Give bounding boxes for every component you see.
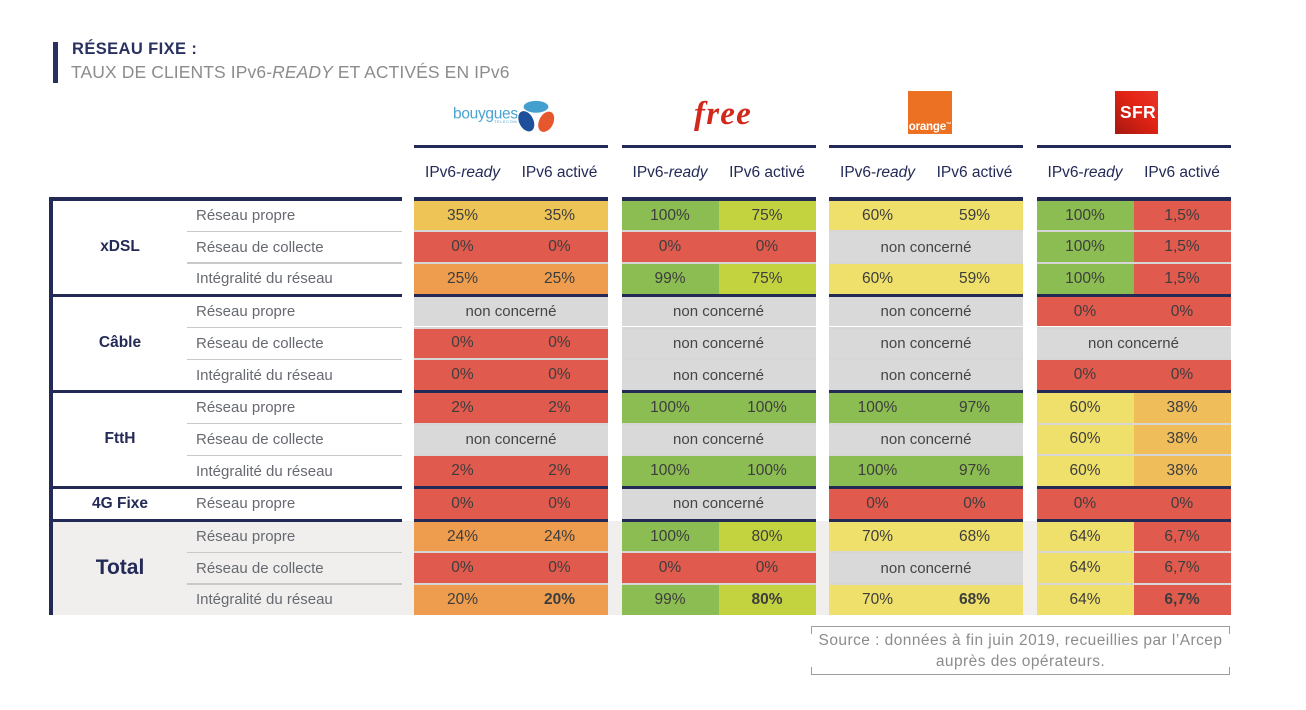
svg-text:TELECOM: TELECOM <box>494 120 517 124</box>
svg-text:free: free <box>694 96 752 132</box>
svg-text:bouygues: bouygues <box>453 106 518 123</box>
